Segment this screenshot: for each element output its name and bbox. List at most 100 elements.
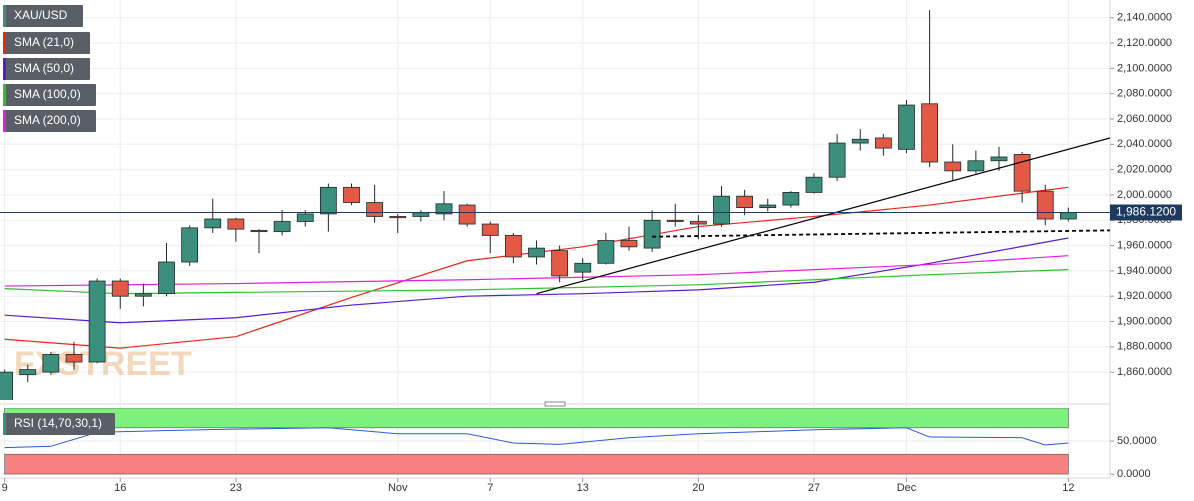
legend: XAU/USD SMA (21,0) SMA (50,0) SMA (100,0) SM… [3,5,115,435]
candle-body [967,160,985,172]
trendline [652,229,1110,238]
x-tick-label: 16 [114,482,126,494]
legend-box [3,5,83,27]
candle-body [828,142,846,178]
rsi-plot [4,408,1069,475]
candle-body [181,227,199,263]
y-tick-label: 2,040.0000 [1117,138,1172,150]
candle-body [689,221,707,225]
candle-body [0,371,14,400]
legend-swatch [3,84,6,106]
candle-body [1036,190,1054,220]
candle-body [759,204,777,208]
legend-box [3,58,90,80]
candle-body [412,212,430,217]
candle-body [319,186,337,215]
candle-body [458,204,476,225]
y-tick-label: 2,120.0000 [1117,37,1172,49]
x-tick-label: 27 [808,482,820,494]
legend-label: SMA (50,0) [14,61,74,75]
legend-box [3,32,90,54]
x-tick-label: 7 [487,482,493,494]
y-tick-label: 1,960.0000 [1117,239,1172,251]
sma-line [4,186,1069,349]
candle-body [366,202,384,217]
y-tick-label: 2,100.0000 [1117,62,1172,74]
x-tick-label: Dec [897,482,917,494]
rsi-band [4,408,1069,429]
y-tick-label: 1,860.0000 [1117,366,1172,378]
candle-body [296,213,314,222]
candle-body [736,195,754,208]
candle-body [1059,212,1077,220]
candle-body [42,354,60,373]
candle-body [343,186,360,203]
candle-body [874,137,892,149]
x-tick-label: 23 [230,482,242,494]
price-plot [0,10,1110,400]
candle-body [1013,154,1031,192]
legend-label: RSI (14,70,30,1) [14,416,102,430]
candle-body [227,218,245,230]
axes: 1,860.0000 1,880.0000 1,900.0000 1,920.0000… [2,12,1182,494]
candle-body [19,369,37,376]
rsi-band [4,453,1069,475]
panel-handle[interactable] [544,401,566,407]
candle-body [504,235,522,258]
legend-label: XAU/USD [14,8,68,22]
y-tick-label: 2,060.0000 [1117,113,1172,125]
candle-body [111,280,129,297]
candle-body [643,219,661,249]
candle-body [88,280,106,363]
y-tick-label: 1,920.0000 [1117,290,1172,302]
y-tick-label: 1,880.0000 [1117,341,1172,353]
legend-swatch [3,110,6,132]
candle-body [898,104,915,150]
legend-label: SMA (200,0) [14,113,81,127]
candle-body [528,247,545,258]
legend-swatch [3,58,6,80]
last-price-label: 1,986.1200 [1116,205,1176,219]
legend-swatch [3,5,6,27]
legend-swatch [3,32,6,54]
legend-label: SMA (100,0) [14,87,81,101]
legend-box [3,84,96,106]
x-tick-label: 20 [692,482,704,494]
x-tick-label: 9 [2,482,8,494]
candle-body [990,156,1008,162]
candle-body [273,221,291,233]
x-tick-label: 12 [1062,482,1074,494]
candle-body [389,216,407,219]
legend-swatch [3,413,6,435]
legend-box [3,110,96,132]
candle-body [620,240,638,248]
candle-body [713,195,730,225]
x-tick-label: Nov [388,482,408,494]
y-tick-label: 2,080.0000 [1117,88,1172,100]
candle-body [597,240,615,264]
candle-body [551,250,569,277]
sma-line [4,237,1069,324]
y-tick-label: 1,900.0000 [1117,315,1172,327]
y-tick-label: 2,140.0000 [1117,12,1172,24]
candle-body [435,203,453,215]
candle-body [944,161,962,172]
y-tick-label: 2,020.0000 [1117,164,1172,176]
candle-body [851,138,869,144]
candle-body [204,218,222,229]
rsi-line [4,427,1069,449]
candle-body [481,223,499,236]
candle-body [250,229,268,233]
x-tick-label: 13 [577,482,589,494]
y-tick-label: 50.0000 [1117,435,1157,447]
candle-body [158,261,175,295]
y-tick-label: 0.0000 [1117,468,1151,480]
legend-box [3,413,115,435]
candle-body [782,192,800,206]
candle-body [805,176,823,193]
candle-body [574,262,592,273]
trendline [536,137,1110,295]
candle-body [65,354,83,363]
